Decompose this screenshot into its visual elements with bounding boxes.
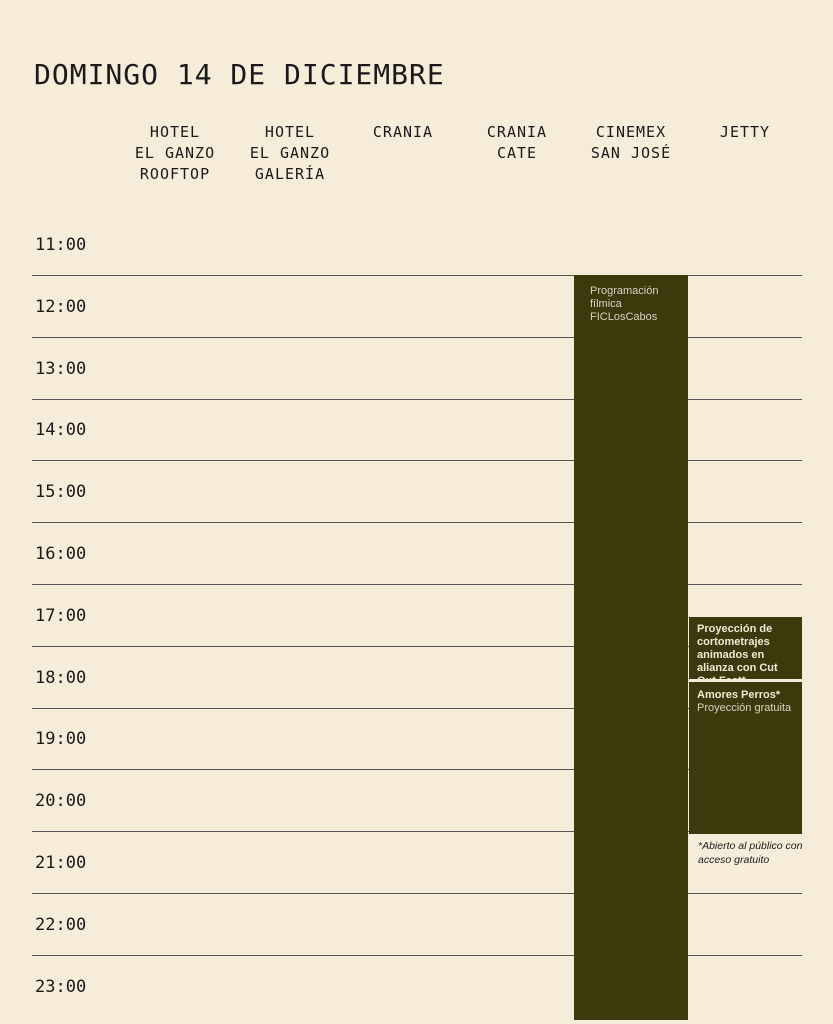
page-title: DOMINGO 14 DE DICIEMBRE xyxy=(34,58,445,91)
venue-header: CINEMEX SAN JOSÉ xyxy=(574,122,688,164)
venue-header: HOTEL EL GANZO ROOFTOP xyxy=(118,122,232,185)
hour-label: 20:00 xyxy=(35,791,87,812)
hour-label: 22:00 xyxy=(35,914,87,935)
hour-label: 18:00 xyxy=(35,667,87,688)
hour-divider xyxy=(32,275,802,276)
hour-label: 23:00 xyxy=(35,976,87,997)
venue-header: CRANIA CATE xyxy=(460,122,574,164)
venue-line: GALERÍA xyxy=(254,165,326,183)
hour-label: 11:00 xyxy=(35,235,87,255)
hour-divider xyxy=(32,460,802,462)
venue-line: EL GANZO xyxy=(249,144,331,162)
hour-divider xyxy=(32,398,802,400)
venue-line: EL GANZO xyxy=(134,144,216,162)
footnote: *Abierto al público con acceso gratuito xyxy=(698,840,803,866)
event-text: Proyección gratuita xyxy=(697,702,792,714)
venue-header: HOTEL EL GANZO GALERÍA xyxy=(233,122,347,185)
hour-divider xyxy=(32,336,802,338)
hour-divider xyxy=(32,769,802,771)
hour-divider xyxy=(32,954,802,956)
venue-line: CINEMEX xyxy=(595,123,667,141)
venue-line: CATE xyxy=(496,144,538,162)
hour-label: 19:00 xyxy=(35,729,87,750)
hour-label: 12:00 xyxy=(35,296,87,317)
event-block: Amores Perros* Proyección gratuita xyxy=(689,682,802,834)
venue-line: ROOFTOP xyxy=(139,165,211,183)
venue-line: HOTEL xyxy=(149,123,201,141)
hour-label: 16:00 xyxy=(35,544,87,564)
event-title: Amores Perros* xyxy=(697,689,781,701)
hour-divider xyxy=(32,831,802,833)
venue-line: JETTY xyxy=(719,123,771,141)
venue-line: CRANIA xyxy=(372,123,434,141)
venue-header: CRANIA xyxy=(346,122,460,143)
hour-divider xyxy=(32,584,802,585)
event-block: Proyección de cortometrajes animados en … xyxy=(689,617,802,687)
venue-line: CRANIA xyxy=(486,123,548,141)
hour-label: 13:00 xyxy=(35,358,87,379)
hour-label: 21:00 xyxy=(35,853,87,873)
venue-header: JETTY xyxy=(688,122,802,143)
hour-label: 15:00 xyxy=(35,482,87,503)
hour-label: 17:00 xyxy=(35,605,87,626)
hour-divider xyxy=(32,645,802,647)
hour-divider xyxy=(32,707,802,709)
event-block: Programación fílmica FICLosCabos xyxy=(574,275,688,1020)
venue-line: SAN JOSÉ xyxy=(590,144,672,162)
event-title: Proyección de cortometrajes animados en … xyxy=(697,623,778,687)
hour-divider xyxy=(32,522,802,524)
hour-label: 14:00 xyxy=(35,420,87,441)
hour-divider xyxy=(32,893,802,894)
event-text: Programación fílmica FICLosCabos xyxy=(590,285,659,323)
venue-line: HOTEL xyxy=(264,123,316,141)
